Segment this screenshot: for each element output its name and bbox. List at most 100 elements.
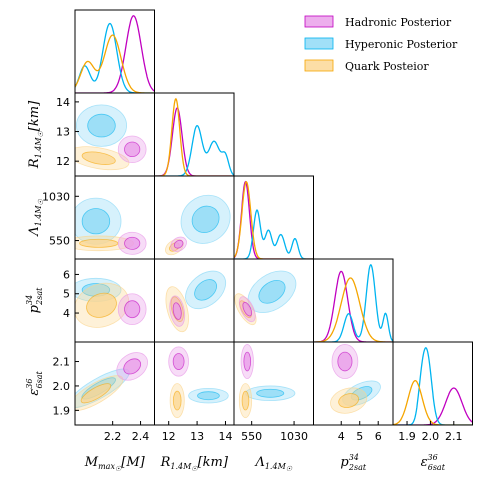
panel-frame [313,341,394,426]
x-tick-label: 5 [356,430,363,443]
contour-inner-hadronic-posterior [123,358,142,375]
contour-inner-quark-posteior [172,390,182,411]
panel-frame [154,341,235,426]
contour-inner-hadronic-posterior [124,236,141,250]
joint-panel-0-3 [75,277,147,328]
contour-inner-hyperonic-posterior [194,279,218,301]
joint-panel-2-4 [238,344,296,419]
marginal-curve-hadronic-posterior [313,270,393,342]
tick-labels: 2.2 2.4 12 13 14 550 1030 4 5 6 1.9 2.0 2.1121314550… [42,96,463,443]
x-tick-label: 1.9 [398,430,416,443]
x-axis-label-4: ε366sat​ [421,453,446,472]
contour-inner-hadronic-posterior [337,351,353,372]
contour-inner-hadronic-posterior [242,301,253,317]
x-tick-label: 13 [190,430,204,443]
contour-inner-quark-posteior [338,393,360,408]
x-tick-label: 2.0 [422,430,440,443]
marginal-panel-2 [234,180,314,259]
contour-inner-hyperonic-posterior [191,205,220,234]
x-tick-label: 4 [338,430,345,443]
contour-inner-hyperonic-posterior [197,391,220,401]
legend-label: Quark Posteior [345,60,429,73]
x-axis-label-3: p342sat​ [340,453,366,472]
x-tick-label: 2.2 [104,430,122,443]
x-tick-label: 14 [218,430,232,443]
y-tick-label: 4 [63,307,70,320]
joint-panel-1-2 [165,194,231,256]
axis-labels: Mmax☉​[M] R1.4M☉​[km] Λ1.4M☉​ p342sat​ ε366s… [25,100,446,473]
legend-swatch [304,15,334,28]
y-axis-label-4: ε366sat​ [25,371,44,396]
x-tick-label: 2.1 [445,430,463,443]
marginal-panel-1 [154,97,234,176]
contour-inner-quark-posteior [81,151,116,165]
marginal-panel-0 [75,15,155,93]
contour-inner-hyperonic-posterior [256,388,285,398]
marginal-curve-hyperonic-posterior [393,347,473,425]
contour-inner-hadronic-posterior [124,141,141,158]
joint-panel-0-4 [75,352,148,412]
contour-inner-quark-posteior [80,383,112,404]
marginal-curve-quark-posteior [75,34,155,93]
x-tick-label: 550 [241,430,262,443]
y-tick-label: 2.0 [53,380,71,393]
legend-swatch [304,59,334,72]
y-tick-label: 1.9 [53,404,71,417]
x-axis-label-1: R1.4M☉​[km] [160,455,229,473]
marginal-curve-hadronic-posterior [154,107,234,176]
x-tick-label: 12 [162,430,176,443]
marginal-curve-hadronic-posterior [75,15,155,93]
contour-inner-hyperonic-posterior [258,279,286,304]
contour-inner-hadronic-posterior [243,351,252,372]
corner-panels [74,9,473,426]
legend-label: Hyperonic Posterior [345,38,458,51]
x-tick-label: 6 [375,430,382,443]
y-axis-label-2: Λ1.4M☉​ [27,198,45,236]
marginal-curve-hyperonic-posterior [313,264,393,342]
x-axis-label-0: Mmax☉​[M] [84,455,146,473]
contour-inner-hadronic-posterior [173,239,184,249]
y-tick-label: 550 [49,235,70,248]
panel-frame [233,175,314,260]
y-tick-label: 6 [63,268,70,281]
contour-inner-quark-posteior [241,390,250,411]
y-tick-label: 14 [56,96,70,109]
joint-panel-1-4 [168,346,229,419]
marginal-curve-hyperonic-posterior [234,209,314,259]
marginal-curve-quark-posteior [313,277,393,342]
y-axis-label-1: R1.4M☉​[km] [27,100,45,169]
legend-swatch [304,37,334,50]
contour-inner-hadronic-posterior [172,302,182,320]
contour-inner-hadronic-posterior [172,353,185,370]
y-tick-label: 2.1 [53,356,71,369]
joint-panel-0-2 [75,197,147,255]
marginal-curve-hadronic-posterior [234,180,314,259]
contour-inner-hyperonic-posterior [81,208,111,235]
joint-panel-1-3 [165,270,227,333]
joint-panel-0-1 [75,104,147,171]
y-tick-label: 5 [63,288,70,301]
y-tick-label: 13 [56,126,70,139]
marginal-panel-3 [313,264,393,342]
legend: Hadronic Posterior Hyperonic Posterior Qua… [304,15,458,73]
y-tick-label: 1030 [42,190,70,203]
marginal-curve-quark-posteior [393,380,473,425]
joint-panel-2-3 [234,270,297,326]
x-tick-label: 1030 [280,430,308,443]
marginal-curve-quark-posteior [154,97,234,176]
contour-inner-quark-posteior [86,292,117,318]
legend-label: Hadronic Posterior [345,16,452,29]
marginal-curve-hyperonic-posterior [154,125,234,176]
contour-inner-quark-posteior [79,238,119,248]
y-axis-label-3: p342sat​ [25,287,44,313]
marginal-panel-4 [393,347,473,425]
marginal-curve-quark-posteior [234,180,314,259]
joint-panel-3-4 [330,344,381,414]
panel-frame [392,341,473,426]
contour-inner-hyperonic-posterior [87,113,116,138]
marginal-curve-hyperonic-posterior [75,22,155,93]
contour-inner-hadronic-posterior [124,300,141,319]
y-tick-label: 12 [56,155,70,168]
x-tick-label: 2.4 [132,430,150,443]
